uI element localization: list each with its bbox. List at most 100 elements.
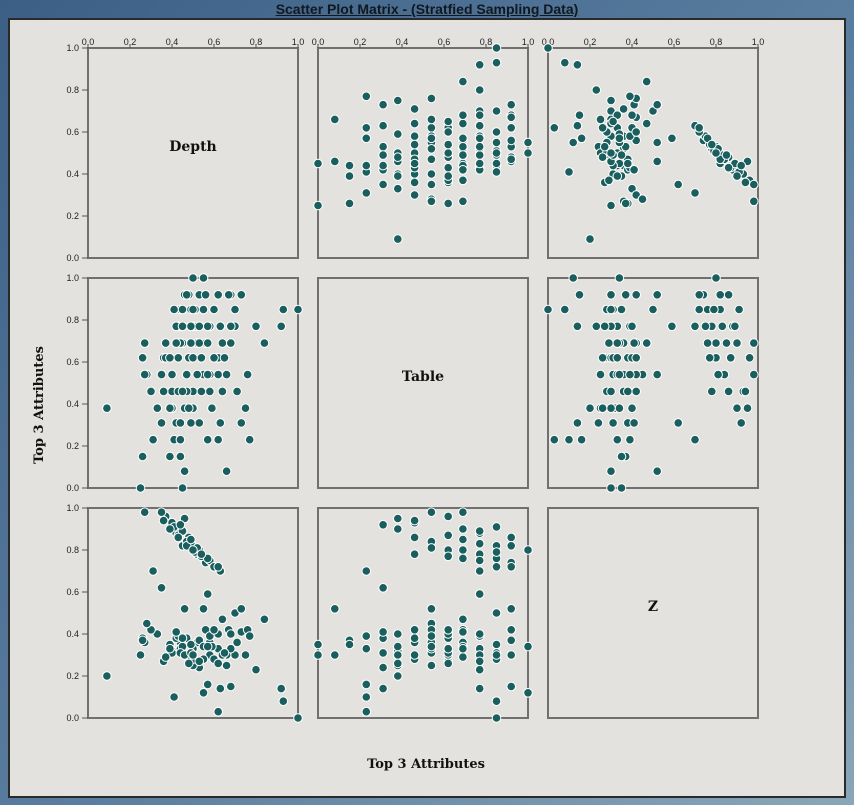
y-tick-label: 0.8	[66, 545, 79, 555]
scatter-point	[361, 679, 372, 690]
scatter-point	[652, 290, 663, 300]
scatter-point	[443, 127, 454, 137]
scatter-point	[641, 76, 652, 87]
scatter-point	[196, 386, 207, 397]
scatter-point	[194, 656, 205, 667]
scatter-point	[226, 338, 236, 348]
scatter-point	[506, 604, 517, 614]
scatter-point	[506, 154, 517, 165]
scatter-point	[568, 273, 579, 283]
scatter-point	[625, 91, 635, 102]
scatter-point	[637, 194, 648, 204]
scatter-point	[623, 158, 633, 169]
scatter-point	[736, 160, 747, 171]
x-tick-label: 0.8	[250, 37, 263, 47]
scatter-point	[652, 369, 663, 380]
scatter-point	[595, 369, 606, 380]
scatter-point	[606, 483, 616, 493]
scatter-point	[378, 160, 388, 171]
y-tick-label: 1.0	[66, 43, 79, 53]
scatter-point	[597, 353, 608, 363]
scatter-point	[393, 629, 403, 639]
y-tick-label: 1.0	[66, 503, 79, 513]
scatter-point	[702, 338, 713, 348]
scatter-point	[474, 158, 485, 169]
scatter-point	[158, 386, 169, 397]
scatter-point	[474, 538, 485, 549]
scatter-point	[491, 650, 502, 660]
scatter-point	[177, 483, 188, 493]
scatter-point	[749, 369, 759, 380]
scatter-point	[251, 321, 261, 332]
scatter-point	[361, 566, 372, 576]
scatter-point	[313, 650, 323, 660]
scatter-point	[202, 589, 213, 599]
scatter-point	[186, 321, 196, 332]
scatter-point	[426, 93, 437, 104]
scatter-point	[564, 167, 574, 177]
scatter-point	[146, 386, 156, 397]
scatter-point	[491, 562, 502, 572]
scatter-point	[491, 547, 502, 557]
scatter-point	[278, 304, 289, 315]
scatter-point	[226, 681, 236, 692]
scatter-point	[393, 658, 403, 669]
scatter-point	[165, 524, 175, 534]
scatter-point	[606, 200, 616, 211]
scatter-point	[523, 148, 533, 158]
scatter-point	[426, 641, 437, 652]
scatter-point	[491, 148, 502, 158]
scatter-point	[139, 369, 150, 380]
scatter-point	[378, 150, 388, 160]
scatter-point	[160, 652, 171, 662]
scatter-point	[732, 403, 742, 414]
cell-frame-depth-depth	[87, 47, 299, 259]
scatter-point	[744, 353, 755, 363]
scatter-point	[572, 418, 583, 428]
scatter-point	[491, 167, 502, 177]
scatter-point	[188, 273, 198, 283]
scatter-point	[186, 639, 196, 650]
scatter-point	[560, 57, 570, 68]
scatter-point	[506, 99, 517, 110]
scatter-point	[717, 321, 728, 332]
scatter-point	[458, 643, 468, 654]
scatter-point	[202, 641, 213, 652]
scatter-point	[409, 532, 420, 543]
scatter-point	[523, 688, 533, 698]
scatter-point	[175, 520, 186, 530]
scatter-point	[627, 403, 637, 414]
scatter-point	[604, 338, 614, 348]
scatter-point	[426, 660, 437, 671]
scatter-point	[641, 338, 652, 348]
scatter-point	[443, 511, 454, 522]
scatter-point	[142, 618, 152, 629]
scatter-point	[330, 156, 340, 167]
scatter-point	[361, 123, 372, 133]
scatter-point	[549, 123, 560, 133]
scatter-point	[614, 133, 625, 144]
scatter-point	[165, 643, 175, 654]
scatter-point	[313, 200, 323, 211]
scatter-point	[330, 650, 340, 660]
scatter-point	[458, 118, 468, 129]
y-axis-title: Top 3 Attributes	[32, 346, 47, 464]
scatter-point	[627, 321, 637, 332]
scatter-point	[491, 106, 502, 116]
scatter-point	[278, 696, 289, 707]
scatter-point	[713, 369, 723, 380]
scatter-point	[612, 434, 623, 445]
scatter-point	[458, 627, 468, 637]
scatter-point	[443, 658, 454, 669]
scatter-point	[213, 562, 223, 572]
scatter-point	[378, 583, 388, 593]
scatter-point	[361, 188, 372, 198]
scatter-point	[612, 171, 623, 181]
scatter-point	[443, 116, 454, 127]
scatter-point	[213, 434, 223, 445]
scatter-point	[604, 175, 614, 186]
scatter-point	[219, 648, 230, 658]
scatter-point	[474, 141, 485, 152]
scatter-point	[188, 545, 198, 555]
